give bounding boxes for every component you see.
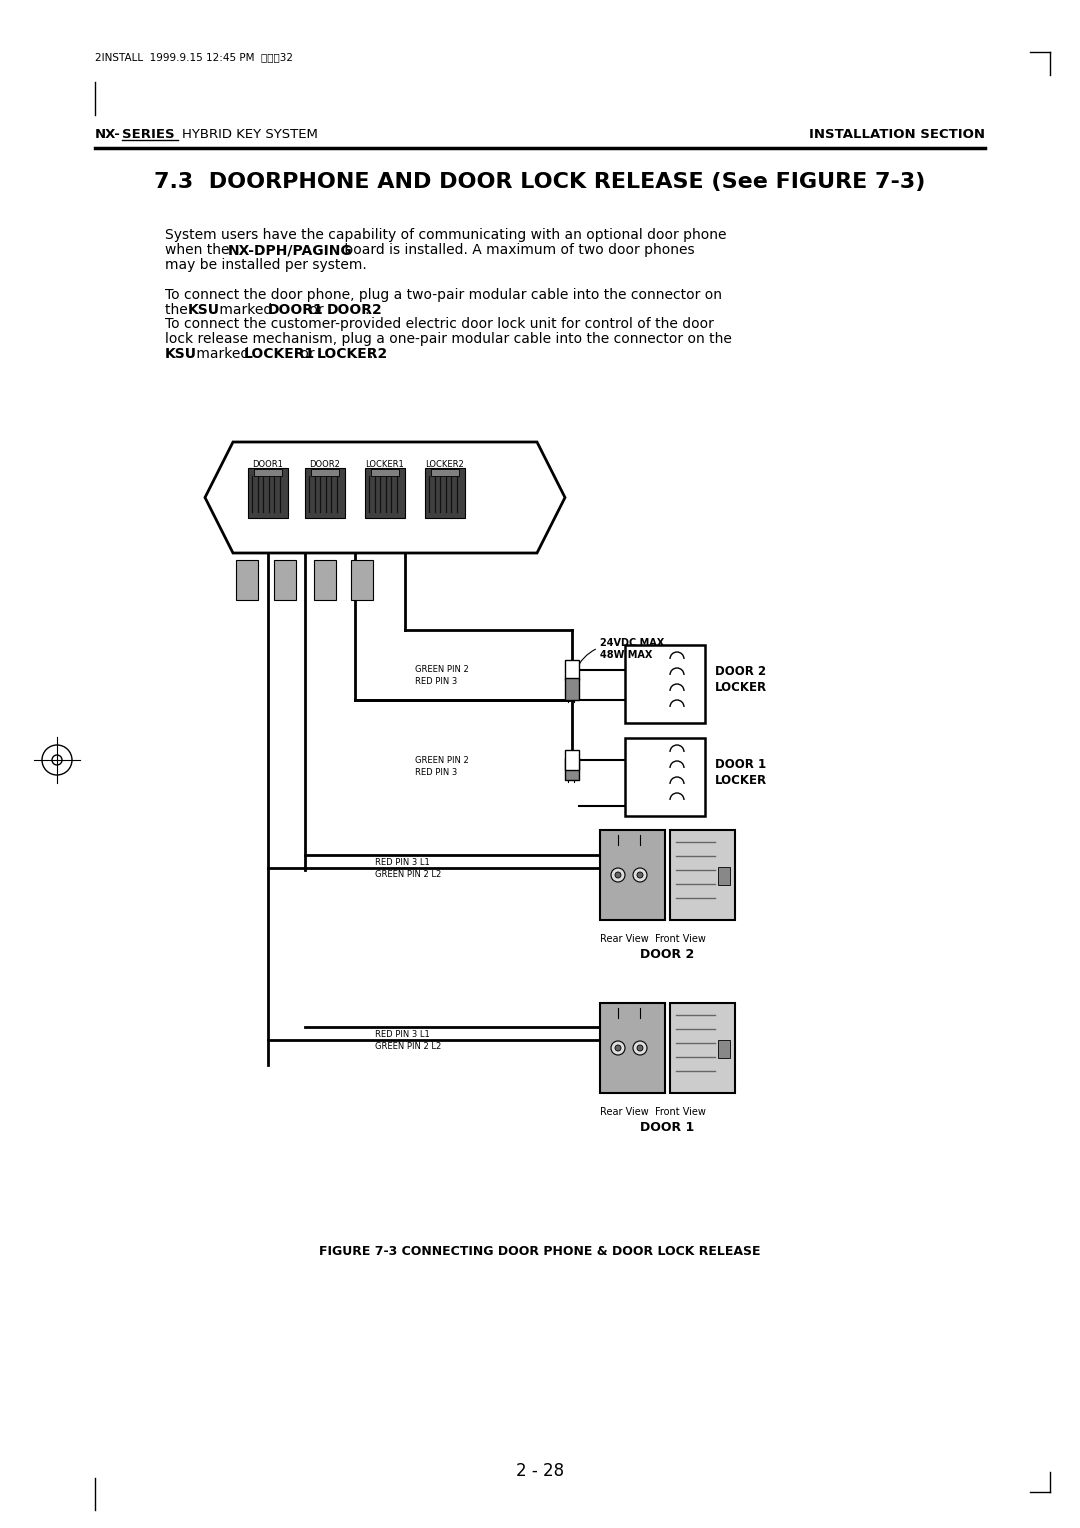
Text: Rear View  Front View: Rear View Front View: [600, 934, 706, 944]
Bar: [625, 645, 705, 723]
Text: Rear View  Front View: Rear View Front View: [600, 1106, 706, 1117]
Text: marked: marked: [192, 347, 254, 361]
Text: NX-: NX-: [95, 128, 121, 141]
Bar: [305, 468, 345, 518]
Circle shape: [611, 868, 625, 882]
Text: NX-DPH/PAGING: NX-DPH/PAGING: [228, 243, 353, 257]
Text: KSU: KSU: [188, 303, 220, 316]
Text: may be installed per system.: may be installed per system.: [165, 258, 367, 272]
Text: DOOR2: DOOR2: [327, 303, 382, 316]
Bar: [351, 559, 373, 601]
Circle shape: [637, 1045, 643, 1051]
Text: LOCKER1: LOCKER1: [244, 347, 315, 361]
Bar: [600, 830, 665, 920]
Circle shape: [633, 868, 647, 882]
Text: LOCKER: LOCKER: [715, 775, 767, 787]
Text: RED PIN 3: RED PIN 3: [415, 769, 457, 778]
Text: GREEN PIN 2: GREEN PIN 2: [415, 756, 469, 766]
Bar: [365, 468, 405, 518]
Circle shape: [633, 1041, 647, 1054]
Text: DOOR 1: DOOR 1: [640, 1122, 694, 1134]
Text: DOOR1: DOOR1: [253, 460, 283, 469]
Bar: [248, 468, 288, 518]
Bar: [670, 1002, 735, 1093]
Text: lock release mechanism, plug a one-pair modular cable into the connector on the: lock release mechanism, plug a one-pair …: [165, 332, 732, 345]
Text: 2 - 28: 2 - 28: [516, 1462, 564, 1481]
Bar: [565, 758, 579, 779]
Circle shape: [615, 872, 621, 879]
Text: System users have the capability of communicating with an optional door phone: System users have the capability of comm…: [165, 228, 727, 241]
Circle shape: [611, 1041, 625, 1054]
Bar: [565, 750, 579, 770]
Bar: [314, 559, 336, 601]
Text: GREEN PIN 2: GREEN PIN 2: [415, 665, 469, 674]
Text: marked: marked: [215, 303, 276, 316]
Text: LOCKER: LOCKER: [715, 681, 767, 694]
Circle shape: [615, 1045, 621, 1051]
Bar: [254, 469, 282, 477]
Circle shape: [637, 872, 643, 879]
Text: board is installed. A maximum of two door phones: board is installed. A maximum of two doo…: [340, 243, 694, 257]
Text: 48W MAX: 48W MAX: [600, 649, 652, 660]
Bar: [311, 469, 339, 477]
Text: To connect the door phone, plug a two-pair modular cable into the connector on: To connect the door phone, plug a two-pa…: [165, 287, 723, 303]
Text: KSU: KSU: [165, 347, 197, 361]
Text: or: or: [296, 347, 319, 361]
Text: RED PIN 3: RED PIN 3: [415, 677, 457, 686]
Text: 7.3  DOORPHONE AND DOOR LOCK RELEASE (See FIGURE 7-3): 7.3 DOORPHONE AND DOOR LOCK RELEASE (See…: [154, 173, 926, 193]
Bar: [426, 468, 465, 518]
Bar: [565, 660, 579, 680]
Text: To connect the customer-provided electric door lock unit for control of the door: To connect the customer-provided electri…: [165, 316, 714, 332]
Text: INSTALLATION SECTION: INSTALLATION SECTION: [809, 128, 985, 141]
Bar: [565, 678, 579, 700]
Text: .: .: [368, 347, 373, 361]
Text: HYBRID KEY SYSTEM: HYBRID KEY SYSTEM: [183, 128, 318, 141]
Text: DOOR 2: DOOR 2: [715, 665, 766, 678]
Bar: [274, 559, 296, 601]
Bar: [625, 738, 705, 816]
Text: the: the: [165, 303, 192, 316]
Polygon shape: [205, 442, 565, 553]
Bar: [600, 1002, 665, 1093]
Text: when the: when the: [165, 243, 234, 257]
Text: .: .: [364, 303, 368, 316]
Text: or: or: [305, 303, 328, 316]
Text: FIGURE 7-3 CONNECTING DOOR PHONE & DOOR LOCK RELEASE: FIGURE 7-3 CONNECTING DOOR PHONE & DOOR …: [320, 1245, 760, 1258]
Text: SERIES: SERIES: [122, 128, 175, 141]
Bar: [372, 469, 399, 477]
Text: LOCKER2: LOCKER2: [426, 460, 464, 469]
Bar: [237, 559, 258, 601]
Text: RED PIN 3 L1: RED PIN 3 L1: [375, 1030, 430, 1039]
Text: DOOR 2: DOOR 2: [640, 947, 694, 961]
Text: LOCKER2: LOCKER2: [318, 347, 388, 361]
Text: RED PIN 3 L1: RED PIN 3 L1: [375, 859, 430, 866]
Bar: [670, 830, 735, 920]
Text: DOOR 1: DOOR 1: [715, 758, 766, 772]
Text: 2INSTALL  1999.9.15 12:45 PM  페이지32: 2INSTALL 1999.9.15 12:45 PM 페이지32: [95, 52, 293, 63]
Text: LOCKER1: LOCKER1: [366, 460, 404, 469]
Bar: [718, 866, 730, 885]
Text: DOOR1: DOOR1: [268, 303, 324, 316]
Bar: [718, 1041, 730, 1057]
Text: 24VDC MAX: 24VDC MAX: [600, 639, 664, 648]
Text: GREEN PIN 2 L2: GREEN PIN 2 L2: [375, 1042, 442, 1051]
Text: GREEN PIN 2 L2: GREEN PIN 2 L2: [375, 869, 442, 879]
Text: DOOR2: DOOR2: [310, 460, 340, 469]
Bar: [431, 469, 459, 477]
